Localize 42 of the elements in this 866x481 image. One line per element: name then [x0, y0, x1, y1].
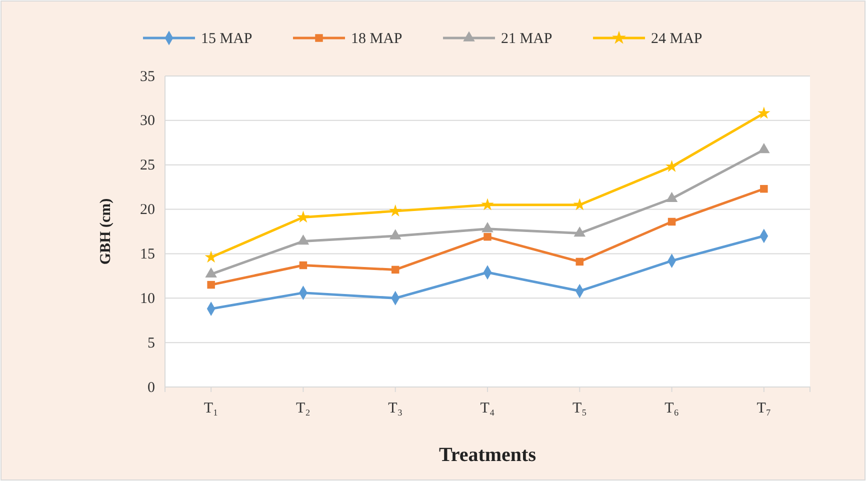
x-tick-label: T₂ [296, 400, 310, 417]
y-tick-label: 35 [140, 68, 155, 85]
legend-label: 18 MAP [351, 31, 402, 47]
point [665, 160, 678, 172]
point [207, 280, 215, 289]
y-tick-label: 0 [148, 380, 155, 396]
point [484, 232, 492, 241]
y-axis-title: GBH (cm) [98, 198, 114, 265]
point [576, 258, 584, 266]
x-tick-label: T₆ [664, 400, 679, 417]
point [297, 234, 310, 245]
point [574, 226, 586, 237]
y-tick-label: 10 [140, 290, 155, 307]
y-tick-label: 25 [140, 158, 155, 174]
legend-label: 24 MAP [651, 31, 702, 47]
legend-label: 21 MAP [501, 31, 552, 47]
point [481, 198, 494, 210]
point [389, 204, 402, 216]
point [573, 198, 586, 210]
point [758, 142, 770, 154]
x-tick-label: T₁ [204, 400, 218, 417]
x-tick-label: T₃ [388, 400, 403, 417]
point [758, 106, 770, 119]
y-tick-label: 15 [140, 246, 155, 263]
point [391, 266, 400, 274]
x-tick-label: T₇ [756, 400, 772, 417]
y-tick-label: 5 [148, 335, 155, 352]
point [666, 192, 678, 202]
y-tick-label: 20 [140, 202, 155, 218]
point [205, 267, 217, 278]
y-tick-label: 30 [140, 113, 155, 130]
point [668, 218, 676, 226]
point [760, 184, 768, 193]
point [482, 222, 494, 232]
legend-label: 15 MAP [201, 31, 252, 47]
point [389, 229, 402, 240]
point [296, 210, 310, 223]
x-tick-label: T₅ [572, 400, 587, 417]
x-axis-title: Treatments [438, 444, 536, 466]
x-tick-label: T₄ [480, 400, 495, 417]
point [204, 250, 218, 263]
point [299, 261, 308, 270]
